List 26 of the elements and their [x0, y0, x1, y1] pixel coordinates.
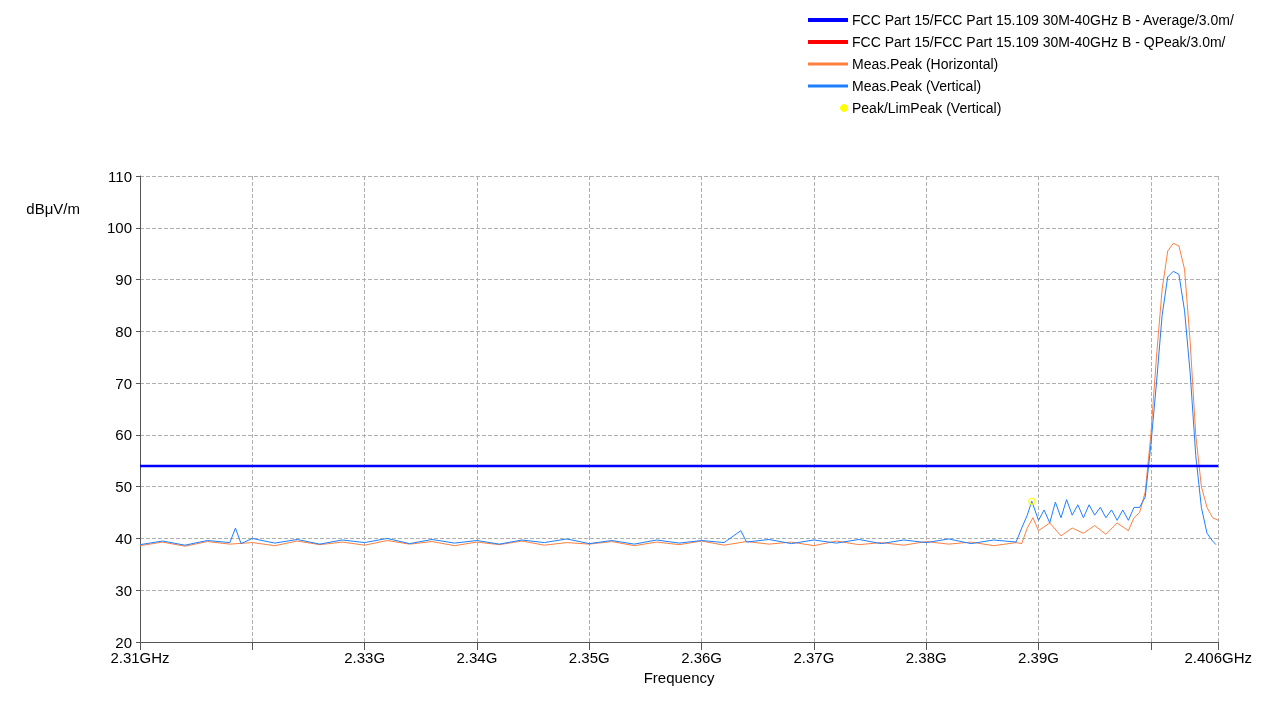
y-axis-title: dBμV/m: [26, 200, 80, 217]
y-tick-label: 100: [106, 219, 132, 237]
y-tick-label: 60: [115, 426, 132, 444]
y-tick-label: 30: [115, 581, 132, 599]
legend-label: Meas.Peak (Horizontal): [852, 56, 999, 72]
x-tick-label: 2.34G: [456, 649, 498, 666]
x-tick-label: 2.37G: [793, 649, 835, 666]
y-tick-label: 70: [115, 374, 132, 392]
legend-label: FCC Part 15/FCC Part 15.109 30M-40GHz B - Average/3.0m/: [852, 12, 1234, 28]
y-tick-label: 40: [115, 529, 132, 547]
y-tick-label: 80: [115, 322, 132, 340]
x-tick-label: 2.31GHz: [110, 649, 170, 666]
x-tick-label: 2.36G: [681, 649, 723, 666]
x-tick-label: 2.38G: [905, 649, 947, 666]
legend-label: Meas.Peak (Vertical): [852, 78, 982, 94]
x-tick-label: 2.406GHz: [1184, 649, 1253, 666]
y-tick-label: 110: [108, 167, 132, 185]
y-tick-label: 90: [115, 271, 132, 289]
legend-label: FCC Part 15/FCC Part 15.109 30M-40GHz B - QPeak/3.0m/: [852, 34, 1226, 50]
x-tick-label: 2.39G: [1018, 649, 1059, 666]
x-tick-label: 2.33G: [344, 649, 386, 666]
x-axis-title: Frequency: [643, 668, 716, 686]
y-tick-label: 20: [115, 633, 132, 651]
x-tick-label: 2.35G: [568, 649, 610, 666]
y-tick-label: 50: [115, 478, 132, 496]
legend-label: Peak/LimPeak (Vertical): [852, 100, 1002, 116]
